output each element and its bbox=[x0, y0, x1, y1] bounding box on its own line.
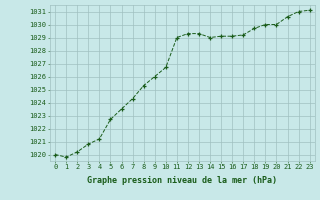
X-axis label: Graphe pression niveau de la mer (hPa): Graphe pression niveau de la mer (hPa) bbox=[87, 176, 277, 185]
